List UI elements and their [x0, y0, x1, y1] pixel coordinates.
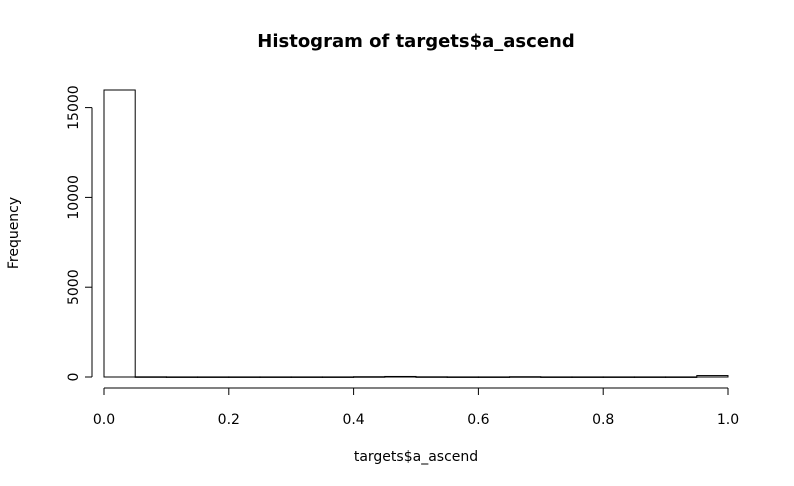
- histogram-bar: [321, 376, 355, 378]
- histogram-bar: [540, 376, 573, 378]
- x-tick-label: 0.4: [342, 412, 364, 428]
- y-tick-label: 15000: [66, 85, 82, 130]
- x-axis: 0.0 0.2 0.4 0.6 0.8 1.0: [93, 387, 739, 428]
- histogram-bar: [290, 376, 323, 378]
- y-tick-label: 5000: [66, 269, 82, 305]
- x-tick-label: 0.6: [467, 412, 489, 428]
- histogram-bar: [134, 376, 167, 378]
- x-tick-label: 1.0: [717, 412, 739, 428]
- histogram-bar: [696, 375, 729, 378]
- histogram-bar: [509, 376, 542, 378]
- histogram-bar: [446, 376, 479, 378]
- bars-group: [103, 89, 729, 378]
- chart-title: Histogram of targets$a_ascend: [257, 31, 574, 52]
- histogram-bar: [477, 376, 511, 378]
- x-tick-label: 0.8: [592, 412, 614, 428]
- histogram-bar: [602, 376, 635, 378]
- y-axis: 0 5000 10000 15000: [66, 85, 93, 382]
- histogram-bar: [259, 376, 292, 378]
- x-tick-label: 0.0: [93, 412, 115, 428]
- histogram-bar: [197, 376, 230, 378]
- histogram-bar: [633, 376, 667, 378]
- histogram-bar: [415, 376, 448, 378]
- x-tick-label: 0.2: [218, 412, 240, 428]
- histogram-bar: [165, 376, 199, 378]
- y-tick-label: 0: [66, 373, 82, 382]
- histogram-bar: [384, 375, 417, 378]
- histogram-bar: [571, 376, 604, 378]
- histogram-bar: [665, 376, 698, 378]
- histogram-bar: [353, 376, 386, 378]
- x-axis-label: targets$a_ascend: [354, 449, 478, 465]
- y-axis-label: Frequency: [6, 197, 22, 269]
- histogram-bar: [103, 89, 136, 378]
- histogram-bar: [228, 376, 261, 378]
- y-tick-label: 10000: [66, 175, 82, 220]
